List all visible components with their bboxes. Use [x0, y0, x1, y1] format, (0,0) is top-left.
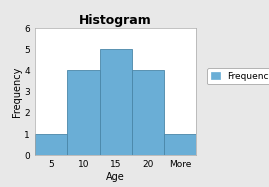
Bar	[164, 134, 196, 155]
Bar	[100, 49, 132, 155]
Bar	[132, 70, 164, 155]
Bar	[67, 70, 100, 155]
Bar	[35, 134, 67, 155]
Title: Histogram: Histogram	[79, 14, 152, 27]
Y-axis label: Frequency: Frequency	[12, 66, 22, 117]
X-axis label: Age: Age	[106, 172, 125, 182]
Legend: Frequency: Frequency	[207, 68, 269, 84]
